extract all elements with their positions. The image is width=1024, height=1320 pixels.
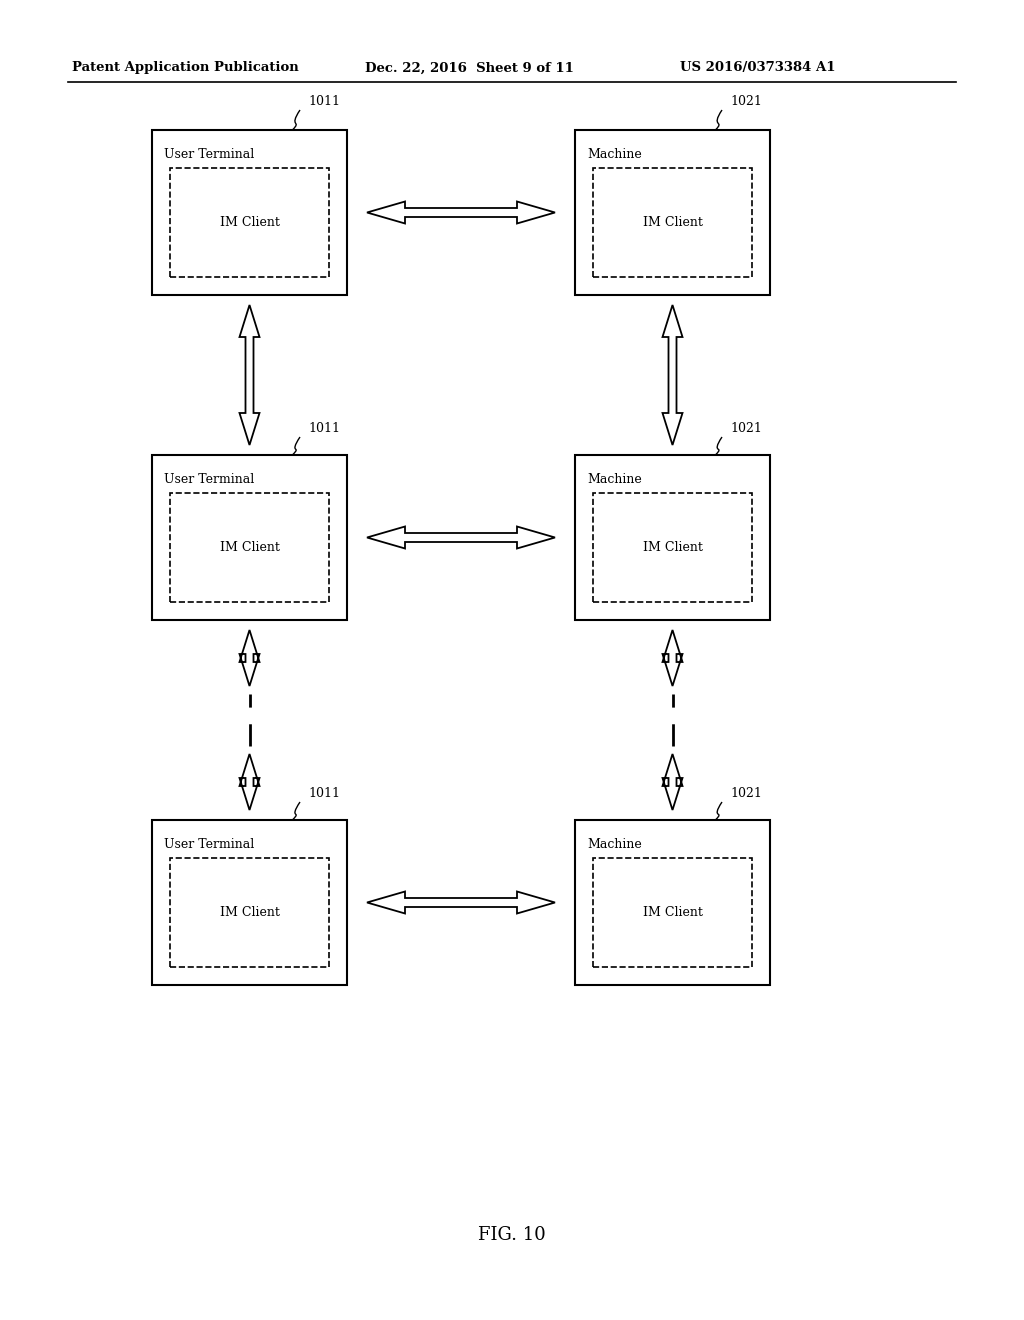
Polygon shape (240, 305, 259, 445)
Bar (593, 168, 752, 277)
Bar (152, 129, 347, 294)
Polygon shape (663, 754, 683, 810)
Bar (575, 820, 770, 985)
Bar (575, 129, 770, 294)
Polygon shape (240, 630, 259, 686)
Polygon shape (367, 527, 555, 549)
Bar (593, 492, 752, 602)
Bar (170, 858, 329, 968)
Text: FIG. 10: FIG. 10 (478, 1226, 546, 1243)
Text: Dec. 22, 2016  Sheet 9 of 11: Dec. 22, 2016 Sheet 9 of 11 (365, 62, 573, 74)
Polygon shape (367, 202, 555, 223)
Polygon shape (240, 754, 259, 810)
Polygon shape (367, 891, 555, 913)
Text: 1011: 1011 (308, 787, 340, 800)
Bar (170, 168, 329, 277)
Text: Patent Application Publication: Patent Application Publication (72, 62, 299, 74)
Text: IM Client: IM Client (219, 216, 280, 228)
Text: 1011: 1011 (308, 95, 340, 108)
Text: 1021: 1021 (730, 787, 762, 800)
Text: US 2016/0373384 A1: US 2016/0373384 A1 (680, 62, 836, 74)
Polygon shape (663, 630, 683, 686)
Text: Machine: Machine (587, 148, 642, 161)
Text: User Terminal: User Terminal (164, 148, 254, 161)
Text: IM Client: IM Client (219, 541, 280, 554)
Text: 1011: 1011 (308, 422, 340, 436)
Bar (575, 455, 770, 620)
Bar (170, 492, 329, 602)
Text: 1021: 1021 (730, 422, 762, 436)
Text: Machine: Machine (587, 838, 642, 851)
Text: IM Client: IM Client (219, 906, 280, 919)
Text: User Terminal: User Terminal (164, 838, 254, 851)
Bar (152, 820, 347, 985)
Bar (593, 858, 752, 968)
Bar (152, 455, 347, 620)
Text: 1021: 1021 (730, 95, 762, 108)
Text: IM Client: IM Client (643, 906, 702, 919)
Polygon shape (663, 305, 683, 445)
Text: User Terminal: User Terminal (164, 473, 254, 486)
Text: Machine: Machine (587, 473, 642, 486)
Text: IM Client: IM Client (643, 541, 702, 554)
Text: IM Client: IM Client (643, 216, 702, 228)
